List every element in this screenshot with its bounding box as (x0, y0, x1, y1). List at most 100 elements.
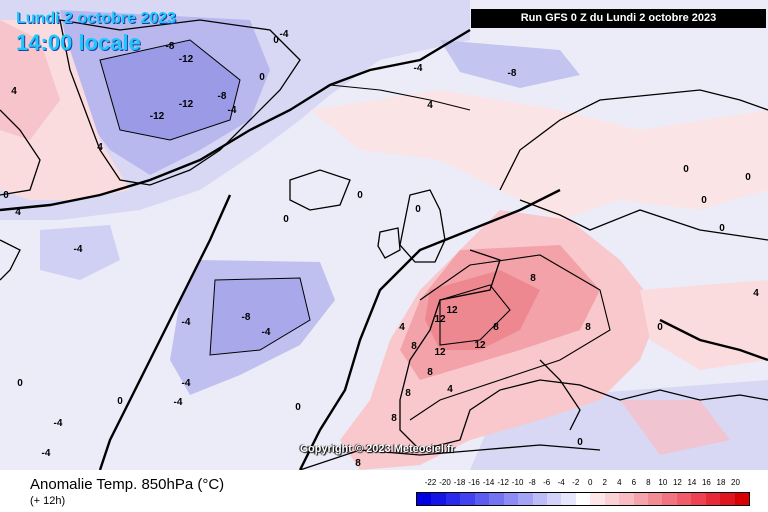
anomaly-map: -12 -12 -12 -8 -8 -8 -8 -4 -4 -4 -4 -4 -4 -4 -4 -4 -4 4 4 4… (0, 0, 768, 470)
legend-swatch (532, 493, 547, 505)
legend-label: 6 (631, 478, 637, 487)
isotherm-value-label: 0 (701, 195, 707, 206)
isotherm-value-label: 8 (530, 273, 536, 284)
isotherm-value-label: 4 (15, 207, 21, 218)
legend-label: 8 (646, 478, 651, 487)
legend-label: 20 (731, 478, 740, 487)
legend-swatch (619, 493, 634, 505)
isoline-minus-eight (209, 277, 311, 356)
legend-label: -14 (482, 478, 495, 487)
legend-swatch (633, 493, 648, 505)
isotherm-value-label: 4 (399, 322, 405, 333)
isotherm-value-label: -4 (54, 418, 63, 429)
legend-swatch (518, 493, 533, 505)
legend-label: -2 (572, 478, 580, 487)
isotherm-value-label: 0 (259, 72, 265, 83)
isotherm-value-label: 8 (405, 388, 411, 399)
isotherm-value-label: 0 (683, 164, 689, 175)
isotherm-value-label: 8 (427, 367, 433, 378)
isotherm-value-label: -4 (228, 105, 237, 116)
forecast-time: 14:00 locale (16, 30, 141, 55)
cold-region-norwegian-sea (440, 40, 580, 88)
isotherm-value-label: 0 (415, 204, 421, 215)
cold-core-atlantic (210, 278, 310, 355)
legend-swatch (561, 493, 576, 505)
warm-region-east (640, 280, 768, 370)
isotherm-value-label: -8 (218, 91, 227, 102)
forecast-date: Lundi 2 octobre 2023 (16, 10, 177, 27)
isotherm-value-label: -4 (74, 244, 83, 255)
legend-label: -4 (557, 478, 565, 487)
isotherm-value-label: 8 (391, 413, 397, 424)
isotherm-value-label: 0 (657, 322, 663, 333)
legend-swatch (604, 493, 620, 505)
isotherm-value-label: 0 (17, 378, 23, 389)
legend-label: 0 (588, 478, 593, 487)
legend-label: -6 (543, 478, 551, 487)
isoline-four-north (329, 84, 471, 111)
isotherm-value-label: 8 (355, 458, 361, 469)
isotherm-value-label: 12 (434, 347, 446, 358)
isotherm-value-label: -4 (262, 327, 271, 338)
legend-swatch (720, 493, 735, 505)
italy-coastline (539, 359, 581, 431)
isoline-zero-europe (298, 188, 561, 470)
legend-label: 14 (687, 478, 697, 487)
legend-label: 2 (602, 478, 607, 487)
legend-swatch (648, 493, 663, 505)
isotherm-value-label: 12 (446, 305, 458, 316)
legend-label: -10 (511, 478, 524, 487)
isotherm-value-label: -8 (508, 68, 517, 79)
newfoundland-coastline (0, 239, 21, 281)
isotherm-value-label: 4 (427, 100, 433, 111)
isoline-twelve (439, 284, 511, 346)
isotherm-value-label: -4 (414, 63, 423, 74)
model-run-banner: Run GFS 0 Z du Lundi 2 octobre 2023 (471, 9, 766, 28)
isotherm-value-label: -4 (182, 378, 191, 389)
ireland-coastline (377, 227, 401, 259)
isotherm-labels: -12-12-12-8-8-8-8-4-4-4-4-4-4-4-4-4-4444… (3, 29, 759, 469)
isotherm-value-label: -4 (280, 29, 289, 40)
scandinavia-coastline (499, 89, 768, 191)
isotherm-value-label: -8 (242, 312, 251, 323)
isotherm-value-label: -12 (179, 54, 194, 65)
legend-swatch (431, 493, 446, 505)
legend-swatch (546, 493, 562, 505)
warm-max-france (425, 270, 540, 350)
forecast-lead-time: (+ 12h) (30, 495, 66, 507)
cold-region-west (40, 225, 120, 280)
legend-swatch (503, 493, 519, 505)
legend-label: 18 (716, 478, 726, 487)
legend-label: 10 (658, 478, 668, 487)
isotherm-value-label: 4 (753, 288, 759, 299)
legend-swatch (705, 493, 721, 505)
isotherm-value-label: -4 (174, 397, 183, 408)
isotherm-value-label: 0 (117, 396, 123, 407)
isotherm-value-label: 0 (719, 223, 725, 234)
iceland-coastline (289, 169, 351, 211)
isotherm-value-label: -12 (150, 111, 165, 122)
isotherm-value-label: 12 (474, 340, 486, 351)
legend-label: -12 (497, 478, 509, 487)
isotherm-value-label: -4 (42, 448, 51, 459)
legend-swatch (734, 493, 750, 505)
map-title: Anomalie Temp. 850hPa (°C) (30, 476, 225, 493)
legend-labels: -22 -20 -18 -16 -14 -12 -10 -8 -6 -4 -2 0 2 4 6 8 10 12 14… (416, 478, 750, 490)
isotherm-value-label: 0 (283, 214, 289, 225)
legend-label: -22 (424, 478, 437, 487)
warm-core-labrador (0, 20, 60, 140)
legend-swatch (417, 493, 432, 505)
isotherm-value-label: 8 (585, 322, 591, 333)
isotherm-value-label: 0 (745, 172, 751, 183)
isotherm-value-label: -4 (182, 317, 191, 328)
isotherm-value-label: 0 (357, 190, 363, 201)
isotherm-value-label: 4 (11, 86, 17, 97)
legend-swatch (489, 493, 504, 505)
isotherm-value-label: 4 (447, 384, 453, 395)
legend-label: 4 (617, 478, 622, 487)
isoline-zero-atlantic (98, 194, 232, 470)
legend-label: 12 (672, 478, 682, 487)
isotherm-value-label: 0 (577, 437, 583, 448)
legend-swatch (691, 493, 706, 505)
cold-core-greenland (100, 40, 240, 140)
